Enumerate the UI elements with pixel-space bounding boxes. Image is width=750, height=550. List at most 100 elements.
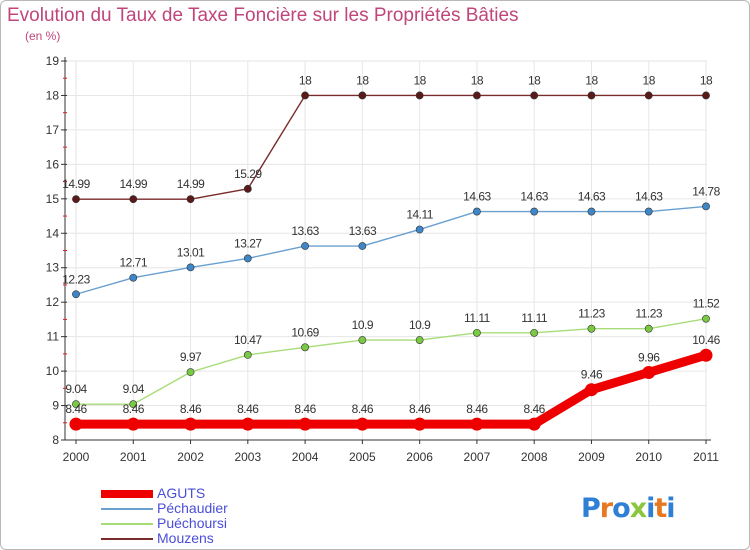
data-point bbox=[301, 242, 309, 250]
data-point bbox=[702, 91, 710, 100]
data-point bbox=[415, 225, 424, 234]
y-tick-label: 16 bbox=[46, 157, 60, 171]
data-label: 11.23 bbox=[635, 307, 662, 321]
x-tick-label: 2001 bbox=[120, 450, 147, 464]
data-point bbox=[243, 350, 252, 359]
data-point bbox=[473, 207, 481, 216]
data-label: 18 bbox=[299, 73, 312, 87]
data-point bbox=[186, 195, 195, 204]
chart-unit-label: (en %) bbox=[25, 29, 61, 43]
data-label: 8.46 bbox=[237, 402, 259, 416]
legend-item: Puéchoursi bbox=[101, 515, 361, 532]
legend-swatch bbox=[101, 523, 153, 525]
logo-letter: x bbox=[629, 493, 647, 524]
data-point bbox=[184, 417, 198, 431]
x-tick-label: 2011 bbox=[693, 450, 719, 464]
legend-item: Mouzens bbox=[101, 530, 361, 547]
legend-swatch bbox=[101, 490, 153, 498]
data-label: 8.46 bbox=[294, 402, 316, 416]
data-point bbox=[129, 273, 138, 282]
data-label: 15.29 bbox=[234, 167, 262, 181]
x-tick-label: 2006 bbox=[406, 450, 433, 464]
data-point bbox=[186, 368, 195, 377]
y-tick-label: 9 bbox=[52, 399, 59, 413]
data-point bbox=[358, 336, 367, 344]
data-label: 14.63 bbox=[520, 190, 548, 204]
data-point bbox=[72, 400, 80, 409]
data-point bbox=[527, 417, 541, 431]
data-label: 12.71 bbox=[120, 256, 148, 270]
data-label: 10.9 bbox=[409, 318, 431, 332]
y-tick-label: 8 bbox=[52, 433, 59, 447]
y-tick-label: 10 bbox=[46, 364, 60, 378]
series-line-mouzens bbox=[76, 94, 706, 200]
data-label: 12.23 bbox=[62, 272, 90, 286]
data-point bbox=[129, 400, 138, 409]
x-tick-label: 2007 bbox=[464, 450, 491, 464]
data-label: 10.69 bbox=[291, 325, 319, 339]
data-label: 8.46 bbox=[352, 402, 374, 416]
legend-label: Péchaudier bbox=[157, 500, 228, 516]
legend-label: Puéchoursi bbox=[157, 515, 228, 531]
data-point bbox=[126, 417, 140, 431]
data-point bbox=[644, 91, 653, 100]
y-tick-label: 15 bbox=[46, 192, 60, 206]
data-label: 11.11 bbox=[464, 311, 491, 325]
y-tick-label: 11 bbox=[47, 330, 60, 344]
y-tick-label: 13 bbox=[46, 261, 60, 275]
legend-swatch bbox=[101, 538, 153, 540]
y-tick-label: 17 bbox=[46, 123, 60, 137]
legend-label: Mouzens bbox=[157, 530, 214, 546]
data-label: 9.96 bbox=[638, 350, 660, 364]
y-tick-label: 12 bbox=[46, 295, 60, 309]
data-label: 14.99 bbox=[177, 177, 205, 191]
data-label: 18 bbox=[585, 73, 598, 87]
data-label: 14.99 bbox=[120, 177, 148, 191]
data-point bbox=[72, 195, 80, 204]
data-point bbox=[530, 91, 539, 100]
data-point bbox=[241, 417, 255, 431]
x-tick-label: 2004 bbox=[292, 450, 319, 464]
data-label: 14.63 bbox=[463, 190, 491, 204]
data-point bbox=[129, 195, 138, 204]
data-point bbox=[301, 343, 309, 352]
x-tick-label: 2010 bbox=[635, 450, 662, 464]
data-point bbox=[69, 417, 83, 431]
data-label: 13.63 bbox=[349, 224, 377, 238]
logo-letter: P bbox=[581, 493, 601, 524]
logo-letter: t bbox=[654, 493, 667, 524]
data-point bbox=[473, 328, 481, 337]
y-tick-label: 14 bbox=[46, 226, 60, 240]
data-point bbox=[358, 242, 367, 250]
logo-letter: i bbox=[646, 493, 655, 524]
series-line-aguts bbox=[76, 350, 708, 429]
data-label: 11.11 bbox=[521, 311, 548, 325]
x-tick-label: 2009 bbox=[578, 450, 605, 464]
data-label: 18 bbox=[528, 73, 541, 87]
data-label: 8.46 bbox=[409, 402, 431, 416]
data-label: 10.9 bbox=[352, 318, 374, 332]
data-label: 8.46 bbox=[524, 402, 546, 416]
data-point bbox=[243, 254, 252, 263]
data-label: 14.63 bbox=[578, 190, 606, 204]
data-label: 18 bbox=[471, 73, 484, 87]
data-point bbox=[644, 207, 653, 216]
x-tick-label: 2008 bbox=[521, 450, 548, 464]
data-label: 8.46 bbox=[466, 402, 488, 416]
data-label: 8.46 bbox=[180, 402, 202, 416]
data-label: 10.46 bbox=[692, 333, 720, 347]
data-label: 18 bbox=[643, 73, 656, 87]
legend-item: Péchaudier bbox=[101, 500, 361, 517]
x-tick-label: 2002 bbox=[177, 450, 204, 464]
data-label: 9.04 bbox=[65, 382, 87, 396]
data-point bbox=[415, 91, 424, 100]
y-tick-label: 18 bbox=[46, 88, 60, 102]
data-point bbox=[587, 91, 596, 100]
data-point bbox=[301, 91, 309, 100]
data-label: 8.46 bbox=[65, 402, 87, 416]
data-point bbox=[642, 365, 656, 379]
data-label: 14.11 bbox=[406, 207, 433, 221]
data-point bbox=[72, 290, 80, 299]
